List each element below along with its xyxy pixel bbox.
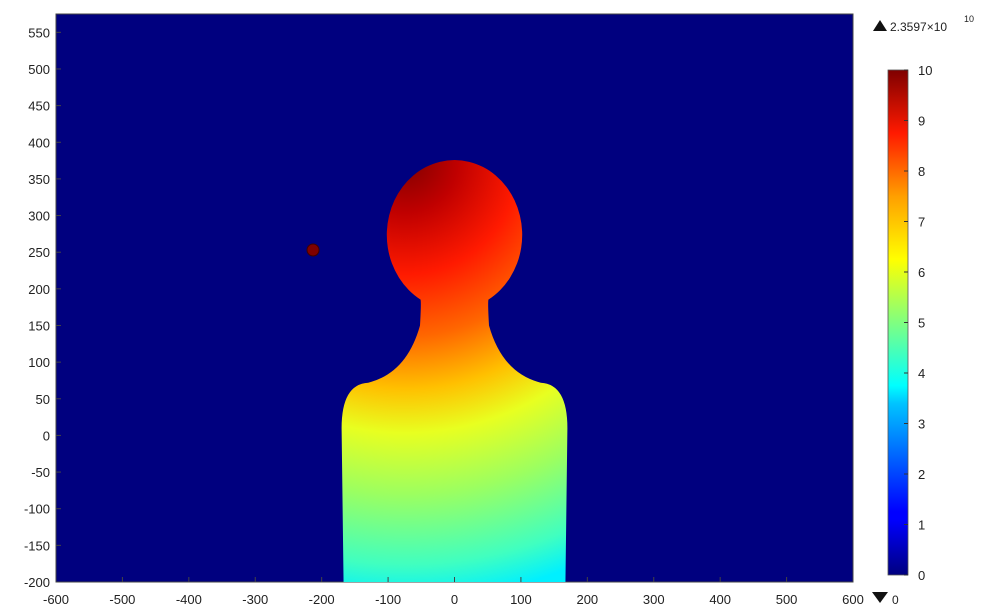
field-region	[341, 160, 568, 582]
y-axis: -200 -150 -100 -50 0 50 100 150 200 250 300 350 400 4…	[24, 25, 61, 590]
y-tick-label: 150	[28, 318, 50, 333]
y-tick-label: 350	[28, 172, 50, 187]
colorbar-tick-label: 2	[918, 467, 925, 482]
x-tick-label: 400	[709, 592, 731, 607]
colorbar-tick-label: 7	[918, 215, 925, 230]
min-marker-label: 0	[892, 593, 899, 607]
min-marker: 0	[872, 592, 899, 607]
y-tick-label: 450	[28, 99, 50, 114]
point-marker	[306, 243, 320, 257]
colorbar-tick-label: 10	[918, 63, 932, 78]
y-tick-label: -50	[31, 465, 50, 480]
x-tick-label: 0	[451, 592, 458, 607]
colorbar-ticks: 0 1 2 3 4 5 6 7 8 9 10	[904, 63, 932, 583]
x-tick-label: 200	[576, 592, 598, 607]
x-tick-label: 500	[776, 592, 798, 607]
max-marker-exponent: 10	[964, 14, 974, 24]
colorbar-tick-label: 0	[918, 568, 925, 583]
colorbar-tick-label: 5	[918, 316, 925, 331]
x-tick-label: -300	[242, 592, 268, 607]
min-triangle-icon	[872, 592, 888, 603]
x-tick-label: 300	[643, 592, 665, 607]
max-marker-label: 2.3597×10	[890, 20, 947, 34]
y-tick-label: 250	[28, 245, 50, 260]
x-tick-label: -100	[375, 592, 401, 607]
colorbar-tick-label: 8	[918, 164, 925, 179]
x-tick-label: -500	[109, 592, 135, 607]
y-tick-label: 400	[28, 135, 50, 150]
colorbar-tick-label: 3	[918, 417, 925, 432]
x-tick-label: -600	[43, 592, 69, 607]
x-tick-label: 600	[842, 592, 864, 607]
colorbar-tick-label: 9	[918, 114, 925, 129]
x-tick-label: -400	[176, 592, 202, 607]
y-tick-label: 550	[28, 25, 50, 40]
colorbar-tick-label: 1	[918, 518, 925, 533]
y-tick-label: 500	[28, 62, 50, 77]
colorbar-tick-label: 4	[918, 366, 925, 381]
y-tick-label: 50	[36, 392, 50, 407]
y-tick-label: 300	[28, 209, 50, 224]
y-tick-label: -150	[24, 538, 50, 553]
max-triangle-icon	[873, 20, 887, 31]
y-tick-label: 0	[43, 428, 50, 443]
x-tick-label: -200	[309, 592, 335, 607]
x-tick-label: 100	[510, 592, 532, 607]
max-marker: 2.3597×10 10	[873, 14, 974, 34]
y-tick-label: 200	[28, 282, 50, 297]
y-tick-label: 100	[28, 355, 50, 370]
y-tick-label: -100	[24, 502, 50, 517]
colorbar-tick-label: 6	[918, 265, 925, 280]
y-tick-label: -200	[24, 575, 50, 590]
x-axis: -600 -500 -400 -300 -200 -100 0 100 200 300 400 500…	[43, 577, 864, 607]
